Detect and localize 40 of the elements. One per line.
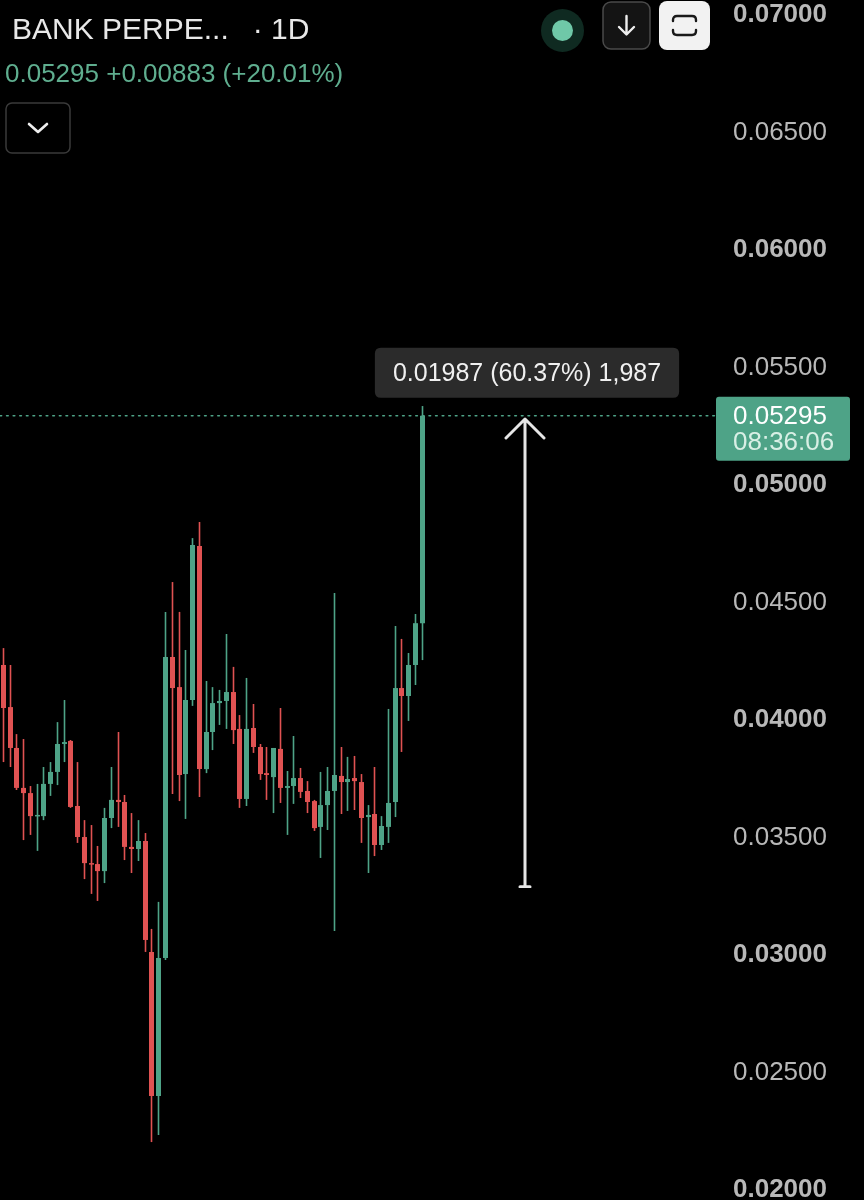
candlestick: [352, 755, 357, 811]
candlestick: [291, 735, 296, 805]
candlestick: [379, 815, 384, 851]
chart-title: BANK PERPE...: [12, 12, 229, 46]
candlestick: [298, 767, 303, 799]
y-tick-label: 0.04500: [733, 585, 827, 616]
y-tick-label: 0.02500: [733, 1055, 827, 1086]
candlestick: [116, 731, 121, 828]
y-tick-label: 0.06000: [733, 233, 827, 264]
candlestick: [318, 771, 323, 859]
candlestick: [305, 780, 310, 814]
y-tick-label: 0.05500: [733, 350, 827, 381]
candlestick: [325, 766, 330, 831]
candlestick: [345, 756, 350, 812]
y-tick-label: 0.06500: [733, 115, 827, 146]
candlestick: [285, 770, 290, 836]
candlestick: [21, 738, 26, 841]
candlestick: [136, 819, 141, 862]
candlestick: [251, 703, 256, 754]
text: 0.05295 +0.00883 (+20.01%): [5, 58, 344, 89]
candlestick: [339, 746, 344, 815]
candlestick: [386, 708, 391, 844]
y-tick-label: 0.03000: [733, 938, 827, 969]
candlestick: [224, 633, 229, 730]
candlestick: [28, 785, 33, 836]
candlestick: [109, 766, 114, 829]
annotation: · 1D: [252, 12, 310, 46]
candlestick: [48, 761, 53, 797]
y-tick-label: 0.04000: [733, 703, 827, 734]
candlestick: [399, 638, 404, 753]
y-tick-label: 0.07000: [733, 0, 827, 29]
candlestick: [366, 804, 371, 874]
candlestick: [217, 689, 222, 726]
candlestick: [332, 592, 337, 932]
y-tick-label: 0.03500: [733, 820, 827, 851]
annotation: 0.01987 (60.37%) 1,987: [392, 357, 662, 386]
candlestick: [62, 699, 67, 763]
y-tick-label: 0.02000: [733, 1173, 827, 1200]
candlestick: [129, 812, 134, 874]
y-tick-label: 0.05000: [733, 468, 827, 499]
